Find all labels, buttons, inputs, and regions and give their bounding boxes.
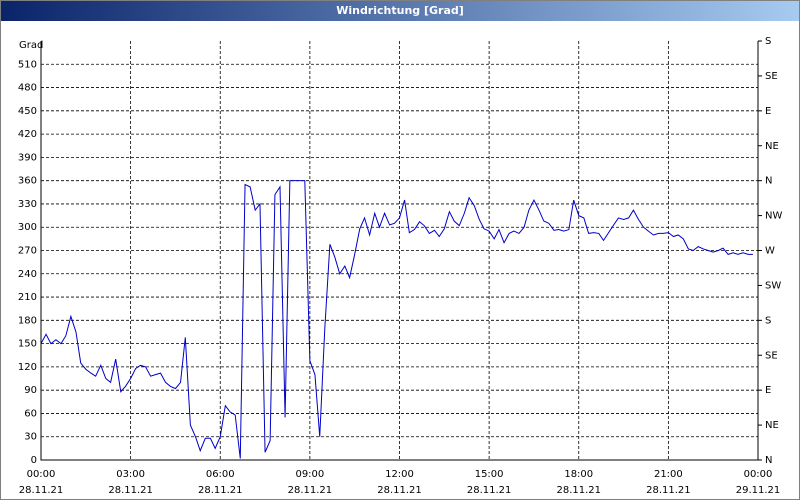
y2-tick-label: NE xyxy=(765,420,779,431)
y-tick-label: 240 xyxy=(18,269,37,280)
y2-tick-label: E xyxy=(765,385,771,396)
y2-tick-label: SW xyxy=(765,280,781,291)
y-axis-label: Grad xyxy=(19,40,43,51)
y2-tick-label: NW xyxy=(765,211,782,222)
x-tick-date: 28.11.21 xyxy=(467,485,512,496)
x-tick-label: 12:00 xyxy=(385,469,414,480)
y2-tick-label: SE xyxy=(765,350,778,361)
x-tick-date: 28.11.21 xyxy=(19,485,64,496)
x-tick-label: 06:00 xyxy=(206,469,235,480)
x-tick-date: 28.11.21 xyxy=(377,485,422,496)
x-tick-label: 15:00 xyxy=(475,469,504,480)
y-tick-label: 450 xyxy=(18,106,37,117)
y-tick-label: 330 xyxy=(18,199,37,210)
y-tick-label: 300 xyxy=(18,222,37,233)
y-tick-label: 90 xyxy=(24,385,37,396)
x-tick-date: 28.11.21 xyxy=(108,485,153,496)
y2-tick-label: W xyxy=(765,246,775,257)
y2-tick-label: N xyxy=(765,455,772,466)
y-tick-label: 0 xyxy=(31,455,37,466)
x-tick-date: 28.11.21 xyxy=(198,485,243,496)
data-line xyxy=(40,180,753,459)
x-tick-label: 21:00 xyxy=(654,469,683,480)
x-tick-date: 28.11.21 xyxy=(646,485,691,496)
y2-tick-label: NE xyxy=(765,141,779,152)
x-tick-label: 18:00 xyxy=(564,469,593,480)
y-tick-label: 420 xyxy=(18,129,37,140)
y-tick-label: 390 xyxy=(18,152,37,163)
x-tick-label: 03:00 xyxy=(116,469,145,480)
title-bar: Windrichtung [Grad] xyxy=(1,1,799,21)
y-tick-label: 360 xyxy=(18,176,37,187)
x-tick-date: 28.11.21 xyxy=(288,485,333,496)
x-tick-label: 09:00 xyxy=(295,469,324,480)
y2-tick-label: S xyxy=(765,36,771,47)
y-tick-label: 60 xyxy=(24,408,37,419)
y2-tick-label: SE xyxy=(765,71,778,82)
y-tick-label: 30 xyxy=(24,432,37,443)
y-tick-label: 210 xyxy=(18,292,37,303)
x-tick-date: 29.11.21 xyxy=(736,485,781,496)
y-tick-label: 270 xyxy=(18,246,37,257)
x-tick-label: 00:00 xyxy=(744,469,773,480)
y-tick-label: 180 xyxy=(18,315,37,326)
y2-tick-label: E xyxy=(765,106,771,117)
y-tick-label: 150 xyxy=(18,339,37,350)
y-tick-label: 480 xyxy=(18,83,37,94)
y2-tick-label: N xyxy=(765,176,772,187)
x-tick-date: 28.11.21 xyxy=(556,485,601,496)
axis-frame xyxy=(40,41,759,461)
x-tick-label: 00:00 xyxy=(27,469,56,480)
y-tick-label: 120 xyxy=(18,362,37,373)
y-tick-label: 510 xyxy=(18,59,37,70)
y2-tick-label: S xyxy=(765,315,771,326)
